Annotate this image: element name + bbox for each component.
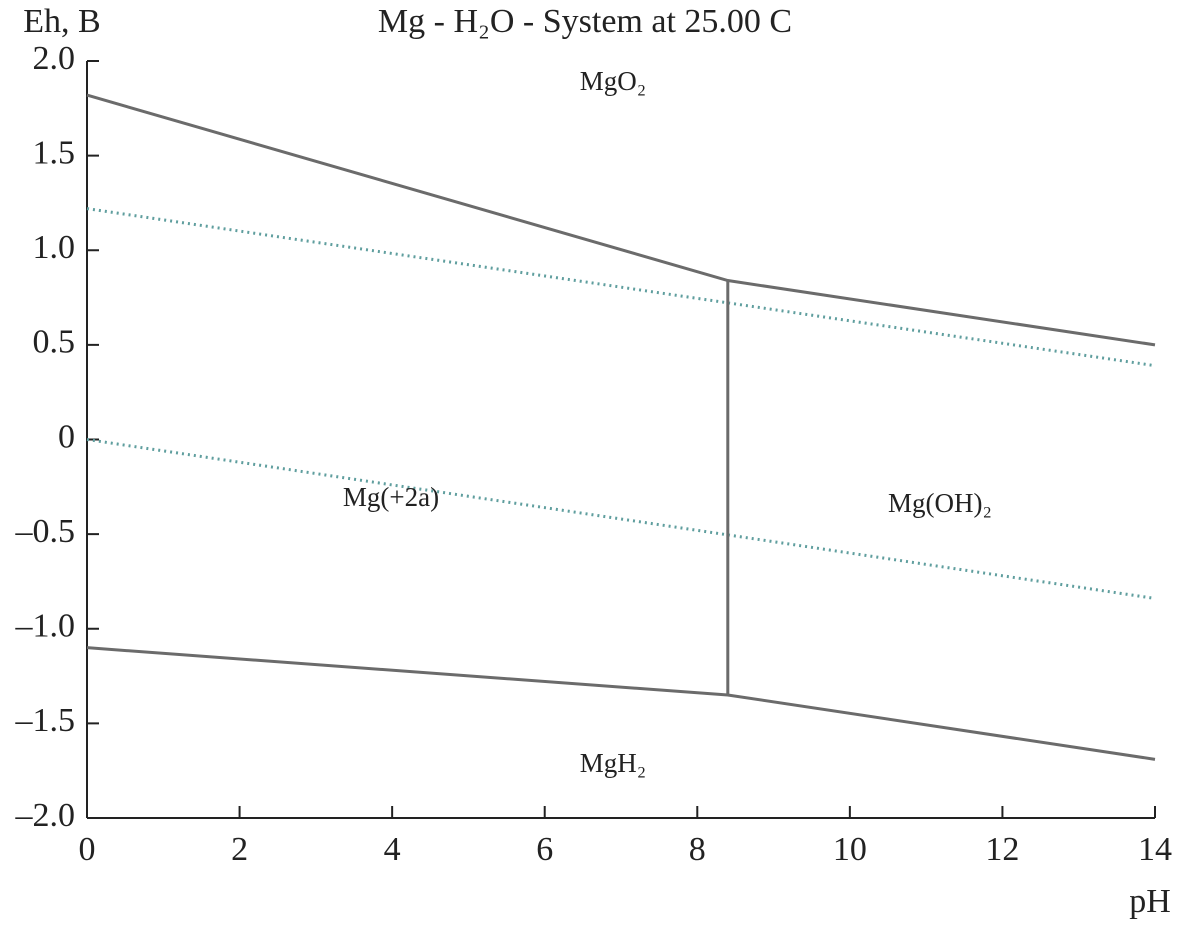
y-axis-label: Eh, B (23, 3, 100, 40)
y-tick-label: –2.0 (15, 797, 76, 834)
x-tick-label: 12 (985, 831, 1019, 868)
y-tick-label: 2.0 (33, 40, 76, 77)
y-tick-label: –1.5 (15, 702, 76, 739)
series-line (86, 93, 1156, 347)
y-tick-label: 1.5 (33, 134, 76, 171)
y-tick-label: –1.0 (15, 608, 76, 645)
x-tick-label: 6 (536, 831, 553, 868)
series-line (86, 438, 1156, 600)
series-line (86, 207, 1156, 368)
chart-title: Mg - H₂O - System at 25.00 C (378, 3, 792, 40)
series-line (86, 646, 1156, 761)
x-tick-label: 8 (689, 831, 706, 868)
y-tick-label: –0.5 (15, 513, 76, 550)
region-label: MgO₂ (580, 66, 646, 96)
y-tick-label: 0.5 (33, 324, 76, 361)
x-tick-label: 4 (384, 831, 401, 868)
x-axis-label: pH (1129, 883, 1171, 920)
x-tick-label: 10 (833, 831, 867, 868)
region-label: Mg(+2a) (343, 482, 439, 512)
x-tick-label: 2 (231, 831, 248, 868)
region-label: MgH₂ (580, 748, 646, 778)
x-tick-label: 0 (79, 831, 96, 868)
region-label: Mg(OH)₂ (888, 488, 992, 518)
y-tick-label: 0 (58, 418, 75, 455)
x-tick-label: 14 (1138, 831, 1172, 868)
y-tick-label: 1.0 (33, 229, 76, 266)
